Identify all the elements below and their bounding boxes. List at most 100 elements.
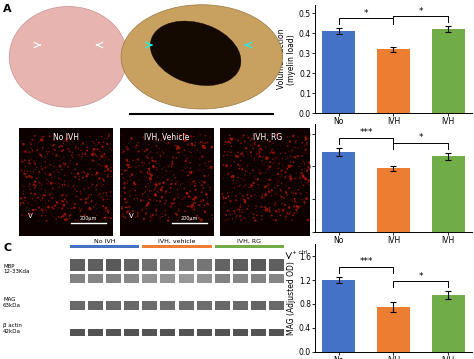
Point xyxy=(174,178,182,184)
Point xyxy=(269,146,276,152)
Point xyxy=(288,172,296,178)
Point xyxy=(61,196,69,202)
Point xyxy=(159,148,166,154)
Point xyxy=(251,192,258,198)
Point xyxy=(253,213,261,218)
Point xyxy=(188,205,196,211)
Point xyxy=(32,182,39,188)
Point xyxy=(278,201,286,206)
Point xyxy=(187,165,194,171)
Point xyxy=(268,140,276,146)
Point xyxy=(169,172,177,178)
Point xyxy=(247,184,255,190)
Point xyxy=(272,155,279,160)
Point xyxy=(225,139,233,144)
Point xyxy=(187,154,194,160)
Point xyxy=(249,202,257,208)
Point xyxy=(307,191,315,197)
Point xyxy=(165,176,173,182)
Point xyxy=(101,154,109,160)
Point xyxy=(38,196,46,201)
Point xyxy=(247,167,255,173)
Point xyxy=(262,190,269,196)
Text: IVH, RG: IVH, RG xyxy=(237,239,261,244)
Point xyxy=(200,151,208,157)
Point xyxy=(159,183,166,188)
Point xyxy=(243,206,251,211)
Point xyxy=(277,195,285,201)
Point xyxy=(291,210,298,216)
Point xyxy=(287,153,294,159)
Point xyxy=(187,176,194,182)
Point xyxy=(34,144,42,150)
Point xyxy=(55,179,63,185)
Point xyxy=(271,191,278,197)
Point xyxy=(225,136,233,141)
Point xyxy=(247,193,255,199)
Point xyxy=(133,180,141,186)
Point xyxy=(130,196,138,202)
Point xyxy=(269,157,277,162)
Point xyxy=(228,216,236,222)
Point xyxy=(243,132,251,138)
Point xyxy=(51,142,59,148)
Point xyxy=(179,168,186,173)
Point xyxy=(20,173,28,179)
Point xyxy=(229,178,237,183)
Point xyxy=(43,149,50,155)
Point xyxy=(157,208,164,214)
Point xyxy=(97,131,104,137)
Point xyxy=(97,150,104,156)
Point xyxy=(174,218,182,223)
Point xyxy=(222,212,230,218)
Point xyxy=(83,196,91,202)
Point xyxy=(18,170,26,176)
Point xyxy=(309,149,317,154)
Point xyxy=(265,200,273,206)
Point xyxy=(41,166,49,172)
Point xyxy=(78,154,86,159)
Point xyxy=(266,139,273,144)
Point xyxy=(207,180,215,185)
Point xyxy=(150,158,157,164)
Point xyxy=(106,145,114,151)
Point xyxy=(128,148,136,154)
Point xyxy=(59,182,67,187)
Point xyxy=(154,174,162,180)
Point xyxy=(266,146,274,151)
Point xyxy=(164,151,172,157)
Point xyxy=(193,195,201,201)
Point xyxy=(77,190,84,196)
Point xyxy=(234,183,241,189)
Point xyxy=(77,191,85,197)
Point xyxy=(92,152,100,158)
Point xyxy=(152,185,159,191)
Point xyxy=(82,213,89,219)
Point xyxy=(45,189,52,195)
Point xyxy=(231,203,238,209)
Point xyxy=(98,153,106,159)
Point xyxy=(31,191,38,197)
Point xyxy=(182,165,190,171)
Point xyxy=(104,174,111,180)
Point xyxy=(249,167,257,173)
Bar xyxy=(179,274,193,283)
Point xyxy=(268,149,276,154)
Point xyxy=(125,208,133,214)
Point xyxy=(230,167,237,172)
Point xyxy=(268,187,275,193)
Point xyxy=(85,214,93,219)
Point xyxy=(301,143,309,148)
Point xyxy=(187,216,195,222)
Point xyxy=(299,172,306,178)
Point xyxy=(190,154,198,160)
Point xyxy=(62,217,70,223)
Point xyxy=(90,204,98,210)
Point xyxy=(289,150,297,156)
Point xyxy=(138,207,146,213)
Point xyxy=(203,201,210,206)
Point xyxy=(21,201,29,206)
Point xyxy=(296,204,304,209)
Point xyxy=(191,204,199,210)
Point xyxy=(98,154,106,159)
